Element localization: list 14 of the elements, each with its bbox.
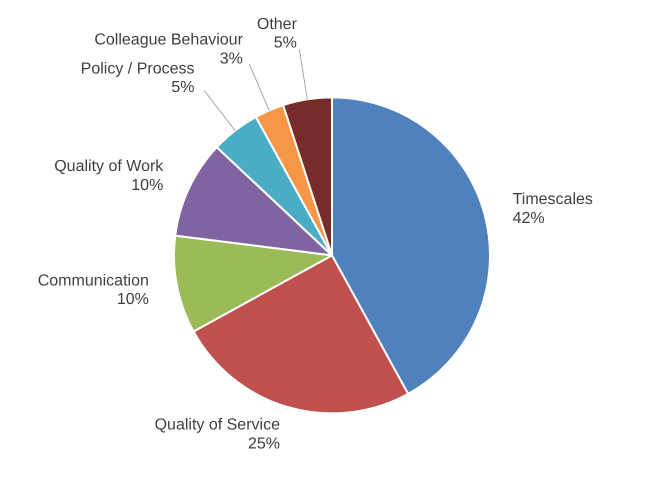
- slice-label: Policy / Process: [80, 60, 194, 78]
- slice-label: Quality of Service: [154, 416, 280, 434]
- data-label: 3%: [220, 50, 243, 68]
- slice-label: Colleague Behaviour: [94, 32, 244, 49]
- data-label: 10%: [131, 176, 164, 194]
- data-label: 10%: [116, 291, 149, 308]
- data-label: 25%: [248, 435, 280, 452]
- slice-label: Timescales: [512, 191, 593, 208]
- slice-label: Communication: [38, 272, 149, 290]
- slice-label: Quality of Work: [54, 158, 164, 176]
- slice-label: Other: [256, 16, 298, 33]
- data-label: 5%: [171, 78, 194, 96]
- data-label: 5%: [274, 34, 297, 52]
- data-label: 42%: [512, 210, 545, 227]
